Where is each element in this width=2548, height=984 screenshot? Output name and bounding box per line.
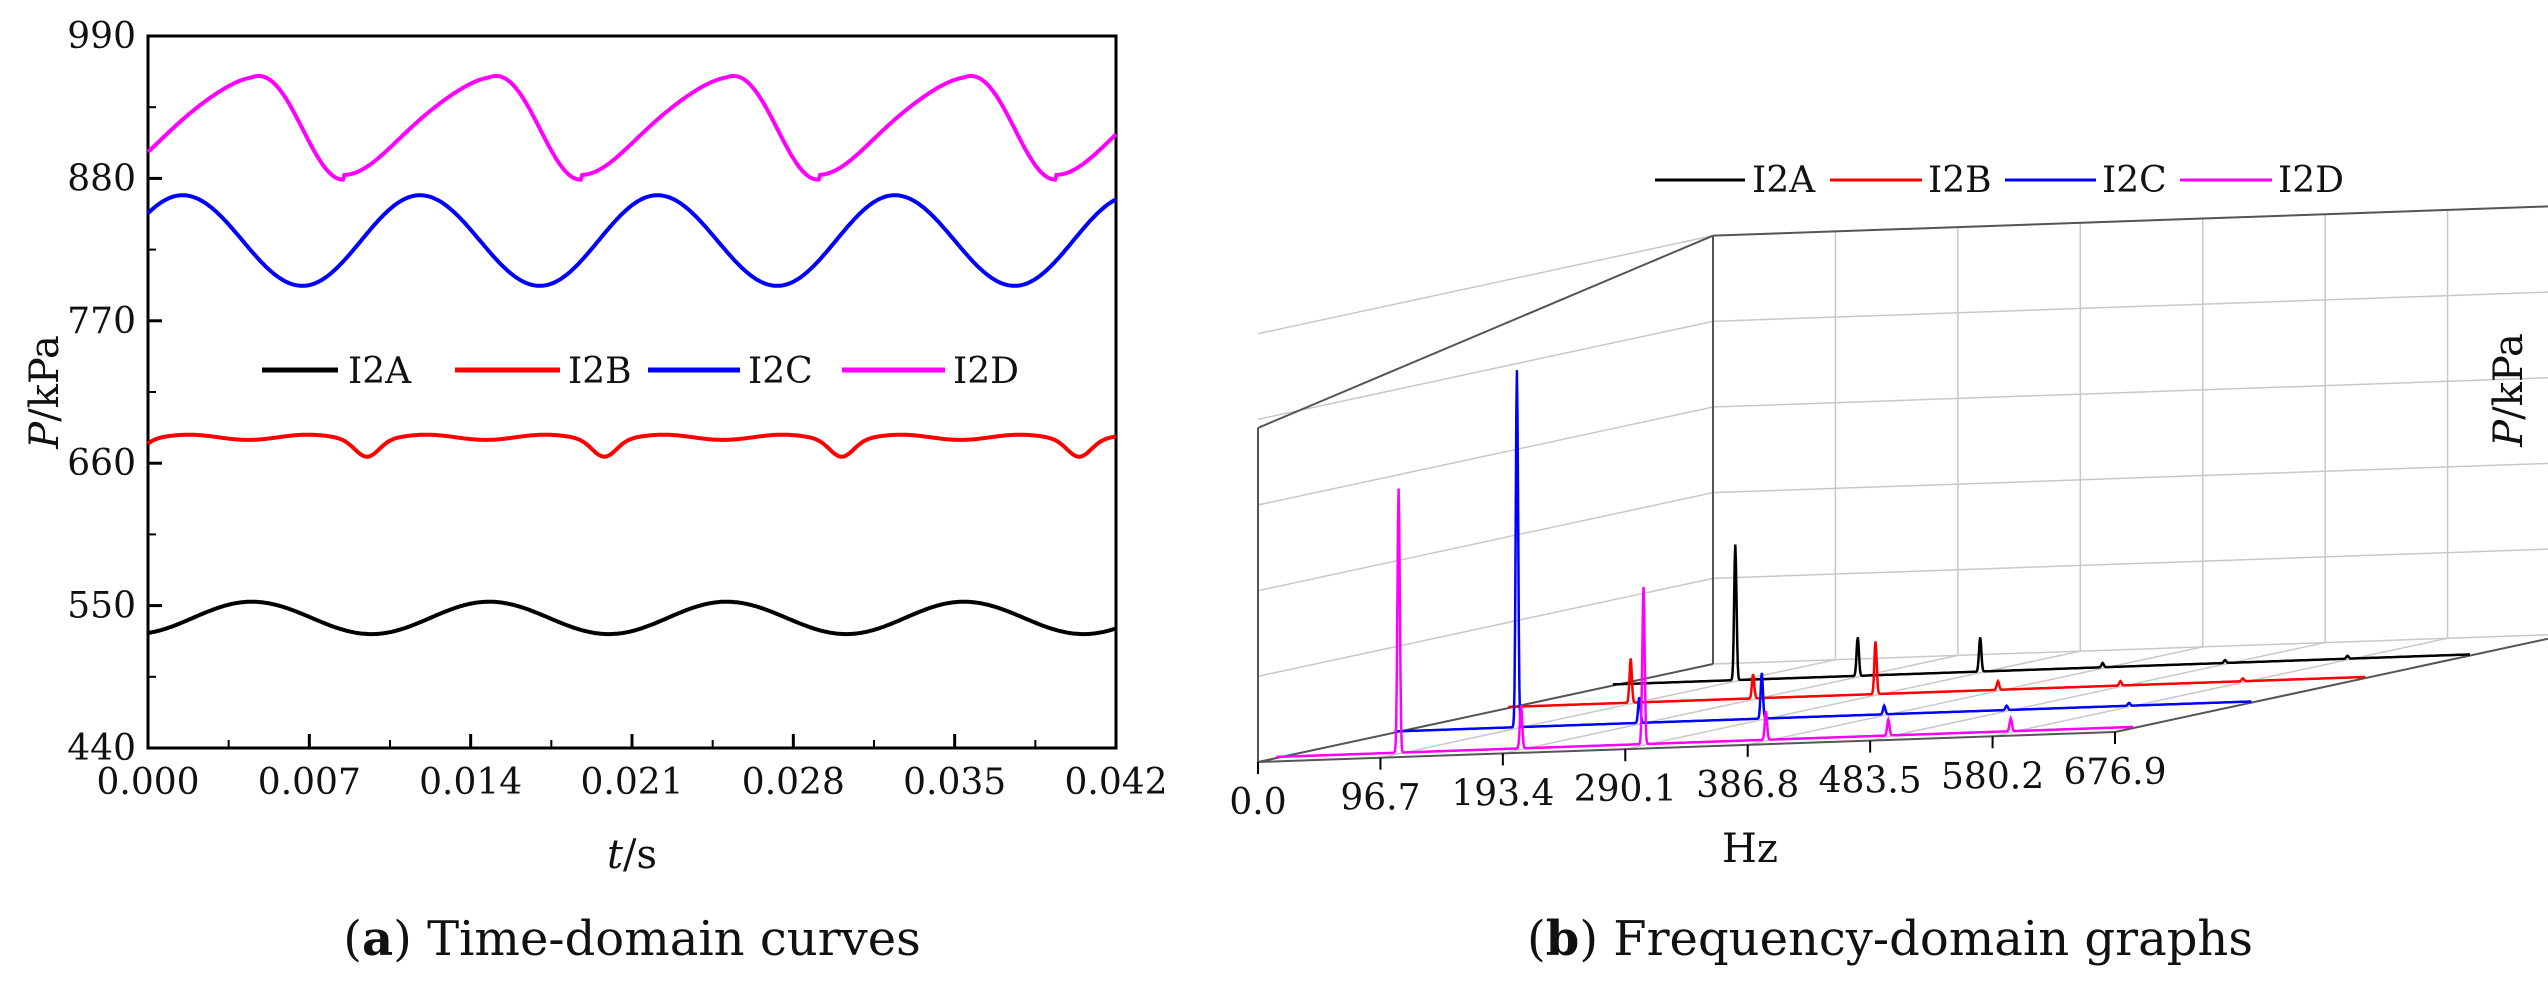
series-line-i2d bbox=[146, 74, 1118, 182]
back-wall-gridline bbox=[1712, 462, 2548, 494]
y-tick-label: 990 bbox=[67, 16, 136, 57]
spectrum-line-i2b bbox=[1508, 641, 2366, 709]
frequency-3d-frame bbox=[1257, 205, 2548, 763]
legend-label-i2b: I2B bbox=[1928, 160, 1992, 201]
y-tick-label: 550 bbox=[67, 586, 136, 627]
spectrum-line-i2a bbox=[1612, 544, 2470, 686]
caption-b: (b) Frequency-domain graphs bbox=[1527, 911, 2253, 967]
back-wall-gridline bbox=[1712, 377, 2548, 408]
y-tick-label: 880 bbox=[67, 158, 136, 199]
time-axis-ticks: 0.000 0.007 0.014 0.021 0.028 0.035 0.042 440 55… bbox=[67, 16, 1167, 803]
frame-edge bbox=[1257, 234, 1714, 429]
floor-gridline bbox=[1502, 654, 1959, 755]
spectrum-line-i2d bbox=[1276, 488, 2134, 759]
freq-tick-label: 0.0 bbox=[1229, 782, 1286, 823]
legend-label-i2c: I2C bbox=[748, 351, 813, 392]
floor-gridline bbox=[1747, 646, 2203, 746]
back-wall-gridline bbox=[1712, 291, 2548, 323]
freq-tick-label: 386.8 bbox=[1696, 765, 1799, 806]
series-line-i2a bbox=[147, 599, 1117, 637]
frequency-domain-chart: 0.096.7193.4290.1386.8483.5580.2676.9061… bbox=[1229, 160, 2548, 967]
side-wall-gridline bbox=[1257, 406, 1714, 506]
legend-label-i2a: I2A bbox=[348, 351, 412, 392]
y-tick-label: 770 bbox=[67, 301, 136, 342]
side-wall-gridline bbox=[1257, 320, 1714, 421]
floor-gridline bbox=[1869, 641, 2326, 742]
side-wall-gridline bbox=[1257, 234, 1714, 335]
legend-label-i2d: I2D bbox=[2278, 160, 2344, 201]
x-tick-label: 0.035 bbox=[903, 762, 1006, 803]
frame-edge bbox=[1712, 205, 2548, 237]
freq-tick-label: 483.5 bbox=[1819, 761, 1922, 802]
y-tick-label: 440 bbox=[67, 728, 136, 769]
x-tick-label: 0.021 bbox=[580, 762, 683, 803]
series-line-i2b bbox=[146, 432, 1117, 459]
spectrum-line-i2c bbox=[1394, 370, 2252, 733]
time-domain-chart: 0.000 0.007 0.014 0.021 0.028 0.035 0.042 440 55… bbox=[22, 16, 1168, 967]
y-tick-label: 660 bbox=[67, 443, 136, 484]
frequency-axis-ticks: 0.096.7193.4290.1386.8483.5580.2676.9061… bbox=[1229, 732, 2167, 823]
freq-tick-label: 96.7 bbox=[1340, 778, 1420, 819]
frequency-x-axis-label: Hz bbox=[1722, 826, 1778, 872]
legend-label-i2d: I2D bbox=[953, 351, 1019, 392]
legend-label-i2a: I2A bbox=[1752, 160, 1816, 201]
floor-gridline bbox=[1380, 658, 1836, 759]
freq-tick-label: 193.4 bbox=[1451, 773, 1554, 814]
frame-edge bbox=[1257, 731, 2116, 763]
time-x-axis-label: t/s bbox=[607, 832, 657, 878]
time-legend: I2A I2B I2C I2D bbox=[262, 351, 1019, 392]
caption-a: (a) Time-domain curves bbox=[343, 911, 921, 967]
frame-edge bbox=[1257, 663, 1714, 763]
frequency-legend: I2A I2B I2C I2D bbox=[1655, 160, 2344, 201]
time-series-lines bbox=[146, 74, 1118, 637]
side-wall-gridline bbox=[1257, 491, 1714, 592]
back-wall-gridline bbox=[1712, 548, 2548, 580]
side-wall-gridline bbox=[1257, 577, 1714, 678]
freq-tick-label: 290.1 bbox=[1574, 769, 1677, 810]
x-tick-label: 0.028 bbox=[742, 762, 845, 803]
floor-gridline bbox=[1625, 650, 2081, 750]
freq-tick-label: 580.2 bbox=[1941, 756, 2044, 797]
x-tick-label: 0.014 bbox=[419, 762, 522, 803]
freq-tick-label: 676.9 bbox=[2063, 752, 2166, 793]
frequency-spectrum-lines bbox=[1276, 370, 2470, 759]
x-tick-label: 0.007 bbox=[258, 762, 361, 803]
floor-gridline bbox=[1992, 637, 2448, 738]
x-tick-label: 0.000 bbox=[96, 762, 199, 803]
x-tick-label: 0.042 bbox=[1064, 762, 1167, 803]
time-y-axis-label: P/kPa bbox=[22, 335, 68, 450]
legend-label-i2c: I2C bbox=[2102, 160, 2167, 201]
legend-label-i2b: I2B bbox=[568, 351, 632, 392]
frame-edge bbox=[2114, 637, 2548, 733]
frequency-z-axis-label: P/kPa bbox=[2486, 333, 2532, 448]
series-line-i2c bbox=[146, 193, 1117, 288]
